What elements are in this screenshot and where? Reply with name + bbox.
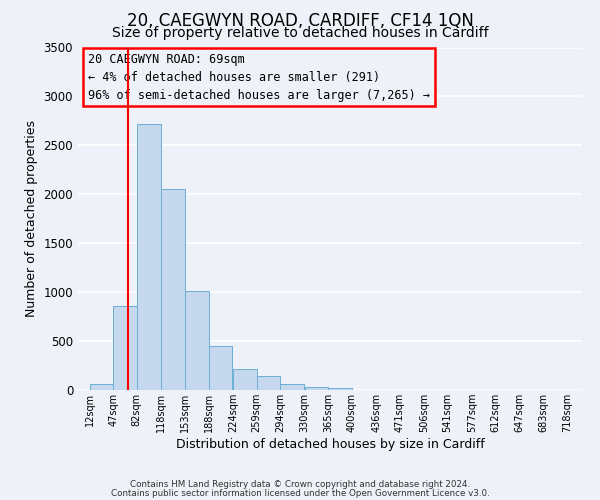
Text: Contains public sector information licensed under the Open Government Licence v3: Contains public sector information licen… (110, 488, 490, 498)
Text: 20 CAEGWYN ROAD: 69sqm
← 4% of detached houses are smaller (291)
96% of semi-det: 20 CAEGWYN ROAD: 69sqm ← 4% of detached … (88, 52, 430, 102)
Bar (233, 370, 257, 390)
Bar (328, 388, 352, 390)
Bar (89, 384, 113, 390)
Bar (280, 384, 304, 390)
X-axis label: Distribution of detached houses by size in Cardiff: Distribution of detached houses by size … (176, 438, 484, 451)
Bar (161, 190, 185, 390)
Bar (257, 376, 280, 390)
Bar (209, 346, 232, 390)
Bar (185, 291, 209, 390)
Bar (305, 387, 328, 390)
Y-axis label: Number of detached properties: Number of detached properties (25, 120, 38, 318)
Text: Contains HM Land Registry data © Crown copyright and database right 2024.: Contains HM Land Registry data © Crown c… (130, 480, 470, 489)
Text: Size of property relative to detached houses in Cardiff: Size of property relative to detached ho… (112, 26, 488, 40)
Bar (137, 124, 161, 390)
Text: 20, CAEGWYN ROAD, CARDIFF, CF14 1QN: 20, CAEGWYN ROAD, CARDIFF, CF14 1QN (127, 12, 473, 30)
Bar (113, 306, 137, 390)
